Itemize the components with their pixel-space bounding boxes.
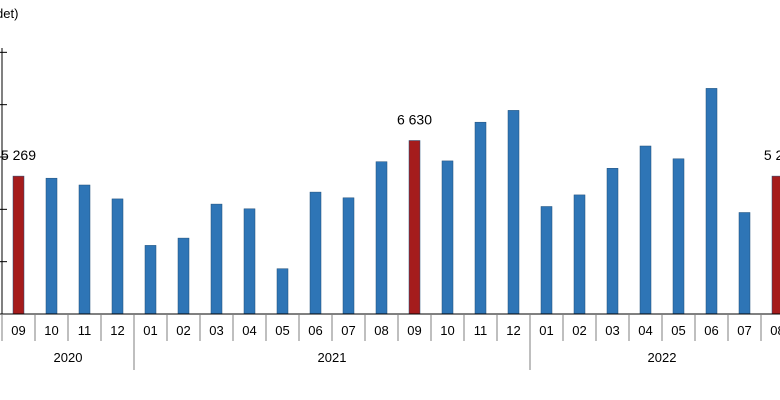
year-label: 2021 [318,350,347,365]
bar-05 [672,158,685,315]
x-tick-label: 02 [572,323,586,338]
x-tick-label: 06 [308,323,322,338]
bar-10 [441,160,454,315]
year-label: 2020 [54,350,83,365]
bar-11 [78,184,91,315]
bar-02 [573,194,586,315]
x-tick-label: 04 [638,323,652,338]
x-tick-label: 04 [242,323,256,338]
data-label: 5 269 [1,147,36,163]
x-tick-label: 05 [275,323,289,338]
x-tick-label: 12 [506,323,520,338]
bar-01 [144,245,157,315]
y-axis-unit-label: det) [0,6,19,21]
x-tick-label: 10 [44,323,58,338]
data-label: 6 630 [397,112,432,128]
bar-07 [738,212,751,315]
x-tick-label: 05 [671,323,685,338]
bar-06 [705,88,718,315]
bar-04 [243,208,256,315]
x-tick-label: 11 [474,323,488,338]
x-tick-label: 08 [374,323,388,338]
bar-03 [210,203,223,315]
bar-09 [408,140,421,315]
x-tick-label: 07 [341,323,355,338]
x-tick-label: 09 [11,323,25,338]
bar-12 [507,110,520,315]
bar-06 [309,191,322,315]
bar-11 [474,121,487,315]
x-tick-label: 01 [143,323,157,338]
x-tick-label: 07 [737,323,751,338]
x-tick-label: 06 [704,323,718,338]
bar-12 [111,198,124,315]
bar-03 [606,168,619,315]
bar-05 [276,268,289,315]
bar-08 [375,161,388,315]
bar-04 [639,145,652,315]
x-tick-label: 02 [176,323,190,338]
bar-08 [771,175,780,315]
bar-10 [45,177,58,315]
bar-07 [342,197,355,315]
x-tick-label: 08 [770,323,780,338]
data-label: 5 27 [764,147,780,163]
x-tick-label: 03 [209,323,223,338]
bar-01 [540,206,553,315]
bar-02 [177,237,190,315]
x-tick-label: 09 [407,323,421,338]
x-tick-label: 12 [110,323,124,338]
year-label: 2022 [648,350,677,365]
x-tick-label: 01 [539,323,553,338]
x-tick-label: 10 [440,323,454,338]
x-tick-label: 11 [78,323,92,338]
bar-09 [12,175,25,315]
x-tick-label: 03 [605,323,619,338]
